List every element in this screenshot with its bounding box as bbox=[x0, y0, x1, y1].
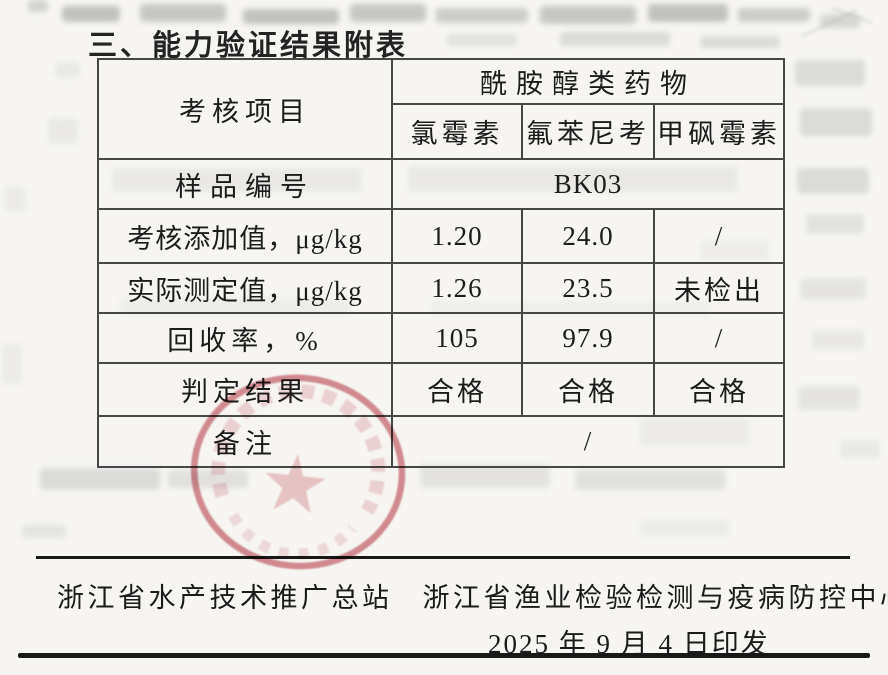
recovery-value-cell: 97.9 bbox=[521, 312, 655, 364]
measured-value-cell: 1.26 bbox=[391, 262, 523, 314]
issuer-right: 浙江省渔业检验检测与疫病防控中心 bbox=[422, 583, 888, 613]
remark-value-cell: / bbox=[390, 415, 786, 468]
bleedthrough-blob bbox=[840, 440, 880, 458]
drug-class-header-cell: 酰胺醇类药物 bbox=[390, 58, 786, 105]
bleedthrough-blob bbox=[22, 524, 66, 538]
bleedthrough-blob bbox=[420, 464, 550, 488]
verdict-cell: 合格 bbox=[652, 362, 786, 417]
bleedthrough-blob bbox=[795, 60, 865, 86]
sample-id-value: BK03 bbox=[390, 158, 786, 210]
verdict-cell: 合格 bbox=[521, 362, 655, 417]
analyte-header-florfenicol: 氟苯尼考 bbox=[521, 103, 655, 160]
bleedthrough-blob bbox=[820, 14, 860, 28]
table-row-recovery: 回收率，% 105 97.9 / bbox=[97, 312, 786, 364]
table-row-spiked-value: 考核添加值，μg/kg 1.20 24.0 / bbox=[97, 208, 786, 264]
recovery-value-cell: / bbox=[652, 312, 786, 364]
bleedthrough-blob bbox=[55, 62, 80, 78]
bleedthrough-blob bbox=[806, 214, 864, 234]
bleedthrough-blob bbox=[48, 118, 78, 144]
table-row-group-header: 考核项目 酰胺醇类药物 bbox=[97, 58, 786, 160]
table-row-sample-id: 样品编号 BK03 bbox=[97, 158, 786, 210]
row-label-remark: 备注 bbox=[97, 415, 393, 468]
row-label-spiked-value: 考核添加值，μg/kg bbox=[97, 208, 393, 264]
bleedthrough-blob bbox=[40, 468, 160, 490]
bleedthrough-blob bbox=[798, 386, 860, 410]
bleedthrough-blob bbox=[738, 8, 810, 22]
issuer-left: 浙江省水产技术推广总站 bbox=[57, 583, 393, 613]
spiked-value-cell: 24.0 bbox=[521, 208, 655, 264]
bleedthrough-blob bbox=[560, 32, 670, 46]
seal-arc-text-marks bbox=[211, 384, 386, 515]
row-label-sample-id: 样品编号 bbox=[97, 158, 393, 210]
row-label-recovery: 回收率，% bbox=[97, 312, 393, 364]
bleedthrough-blob bbox=[436, 8, 528, 23]
official-red-seal bbox=[190, 374, 406, 570]
bleedthrough-blob bbox=[640, 520, 730, 536]
analyte-header-chloramphenicol: 氯霉素 bbox=[391, 103, 523, 160]
issuing-organizations: 浙江省水产技术推广总站 浙江省渔业检验检测与疫病防控中心 bbox=[57, 576, 888, 615]
bleedthrough-blob bbox=[2, 344, 22, 384]
row-label-measured-value: 实际测定值，μg/kg bbox=[97, 262, 393, 314]
seal-star-icon bbox=[265, 453, 326, 514]
bleedthrough-blob bbox=[540, 6, 636, 24]
table-row-measured-value: 实际测定值，μg/kg 1.26 23.5 未检出 bbox=[97, 262, 786, 314]
seal-arc-text-marks-bottom bbox=[228, 512, 357, 560]
page-title: 三、能力验证结果附表 bbox=[88, 30, 409, 62]
corner-header-cell: 考核项目 bbox=[97, 58, 393, 160]
bleedthrough-blob bbox=[700, 36, 780, 48]
bleedthrough-blob bbox=[168, 470, 248, 488]
verdict-cell: 合格 bbox=[391, 362, 523, 417]
table-row-analytes: 氯霉素 氟苯尼考 甲砜霉素 bbox=[98, 103, 786, 160]
bleedthrough-blob bbox=[648, 4, 728, 22]
bleedthrough-blob bbox=[812, 330, 864, 350]
footer-bottom-rule bbox=[18, 653, 870, 658]
bleedthrough-blob bbox=[447, 34, 517, 46]
recovery-value-cell: 105 bbox=[391, 312, 523, 364]
footer-top-rule bbox=[36, 556, 850, 559]
bleedthrough-blob bbox=[28, 0, 48, 12]
analyte-header-thiamphenicol: 甲砜霉素 bbox=[652, 103, 786, 160]
spiked-value-cell: / bbox=[652, 208, 786, 264]
measured-value-cell: 未检出 bbox=[652, 262, 786, 314]
bleedthrough-blob bbox=[800, 278, 866, 300]
bleedthrough-blob bbox=[4, 186, 26, 212]
bleedthrough-blob bbox=[800, 108, 872, 136]
bleedthrough-blob bbox=[797, 168, 869, 194]
bleedthrough-blob bbox=[62, 6, 120, 22]
bleedthrough-blob bbox=[243, 9, 339, 24]
bleedthrough-blob bbox=[575, 470, 725, 490]
seal-ring bbox=[190, 374, 406, 570]
bleedthrough-blob bbox=[350, 4, 426, 22]
measured-value-cell: 23.5 bbox=[521, 262, 655, 314]
bleedthrough-blob bbox=[140, 4, 226, 22]
table-row-remark: 备注 / bbox=[97, 415, 786, 468]
spiked-value-cell: 1.20 bbox=[391, 208, 523, 264]
